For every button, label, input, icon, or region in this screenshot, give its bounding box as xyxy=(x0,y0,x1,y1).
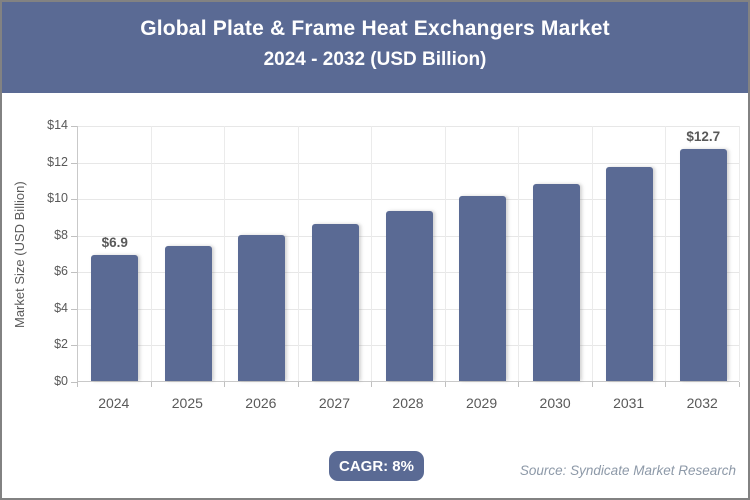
x-tick-mark-2 xyxy=(224,382,226,387)
y-tick-mark-$10 xyxy=(71,199,77,201)
gridline-vertical-3 xyxy=(297,126,299,381)
x-tick-mark-1 xyxy=(150,382,152,387)
x-tick-mark-8 xyxy=(665,382,667,387)
bar-2024 xyxy=(91,254,139,381)
y-tick-label-$14: $14 xyxy=(47,118,68,132)
bar-2031 xyxy=(606,167,654,381)
x-tick-mark-3 xyxy=(297,382,299,387)
bar-2030 xyxy=(532,183,580,381)
x-label-2024: 2024 xyxy=(98,395,130,411)
gridline-vertical-6 xyxy=(518,126,520,381)
chart-title-line1: Global Plate & Frame Heat Exchangers Mar… xyxy=(140,17,610,40)
y-tick-mark-$14 xyxy=(71,126,77,127)
gridline-$10 xyxy=(78,199,739,201)
bar-2029 xyxy=(459,196,507,381)
x-label-2025: 2025 xyxy=(171,395,203,411)
x-label-2029: 2029 xyxy=(465,395,498,411)
x-label-2028: 2028 xyxy=(392,395,424,411)
y-tick-label-$6: $6 xyxy=(54,264,68,279)
x-tick-mark-5 xyxy=(444,382,446,387)
x-tick-mark-9 xyxy=(739,382,740,387)
y-tick-mark-$2 xyxy=(71,345,77,347)
y-tick-label-$12: $12 xyxy=(47,154,68,169)
x-tick-mark-4 xyxy=(371,382,373,387)
gridline-vertical-4 xyxy=(371,126,373,381)
y-tick-label-$2: $2 xyxy=(54,337,68,352)
y-tick-label-$8: $8 xyxy=(54,227,68,242)
gridline-vertical-7 xyxy=(591,126,593,381)
x-tick-mark-6 xyxy=(518,382,520,387)
chart-area: Market Size (USD Billion) $6.9 $12.7 $0 $2… xyxy=(2,93,748,423)
chart-header: Global Plate & Frame Heat Exchangers Mar… xyxy=(2,2,748,93)
x-tick-mark-7 xyxy=(591,382,593,387)
plot-area: $6.9 $12.7 xyxy=(77,126,740,382)
y-tick-mark-$0 xyxy=(71,382,77,383)
y-tick-label-$4: $4 xyxy=(54,300,68,315)
x-label-2030: 2030 xyxy=(539,395,571,411)
y-tick-label-$10: $10 xyxy=(47,191,68,206)
y-tick-label-$0: $0 xyxy=(54,374,68,388)
bar-2026 xyxy=(238,234,286,381)
x-label-2027: 2027 xyxy=(318,395,351,411)
chart-title-line2: 2024 - 2032 (USD Billion) xyxy=(263,49,487,70)
gridline-$14 xyxy=(78,126,739,127)
bar-2027 xyxy=(311,223,359,381)
gridline-vertical-9 xyxy=(739,126,740,381)
bar-2028 xyxy=(385,210,433,381)
cagr-badge: CAGR: 8% xyxy=(329,451,424,481)
y-tick-mark-$12 xyxy=(71,162,77,164)
y-tick-mark-$8 xyxy=(71,235,77,237)
y-axis-label: Market Size (USD Billion) xyxy=(12,181,27,329)
x-label-2026: 2026 xyxy=(245,395,277,411)
gridline-vertical-2 xyxy=(224,126,226,381)
x-label-2032: 2032 xyxy=(686,395,718,411)
gridline-vertical-5 xyxy=(444,126,446,381)
gridline-$12 xyxy=(78,162,739,164)
gridline-vertical-1 xyxy=(150,126,152,381)
gridline-vertical-8 xyxy=(665,126,667,381)
y-tick-mark-$4 xyxy=(71,308,77,310)
bar-value-label-2032: $12.7 xyxy=(686,128,721,144)
x-tick-mark-0 xyxy=(77,382,78,387)
bar-2025 xyxy=(164,245,212,381)
x-label-2031: 2031 xyxy=(613,395,645,411)
y-tick-mark-$6 xyxy=(71,272,77,274)
bar-2032 xyxy=(679,148,727,381)
source-text: Source: Syndicate Market Research xyxy=(519,463,736,478)
bar-value-label-2024: $6.9 xyxy=(101,234,128,250)
